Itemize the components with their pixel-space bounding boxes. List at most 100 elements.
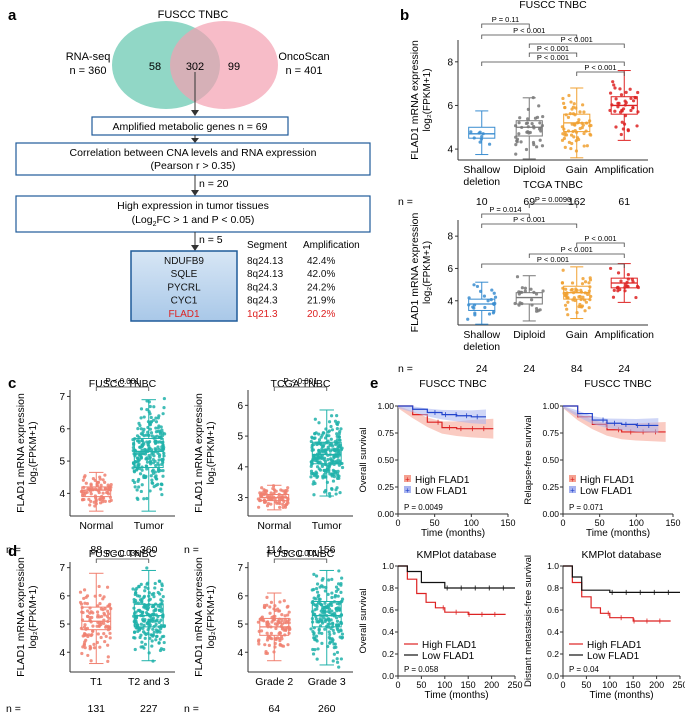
data-point — [280, 637, 284, 641]
data-point — [334, 589, 339, 593]
y-axis-label-unit: log₂(FPKM+1) — [422, 241, 433, 304]
data-point — [283, 614, 287, 618]
data-point — [95, 484, 99, 488]
data-point — [620, 120, 624, 124]
data-point — [478, 130, 482, 134]
data-point — [623, 103, 627, 107]
data-point — [311, 610, 315, 614]
data-point — [330, 577, 334, 581]
data-point — [152, 624, 156, 629]
data-point — [277, 495, 281, 499]
data-point — [314, 473, 318, 477]
data-point — [337, 569, 341, 573]
data-point — [133, 485, 137, 489]
data-point — [634, 96, 638, 100]
data-point — [328, 494, 332, 498]
data-point — [520, 286, 524, 290]
data-point — [334, 616, 339, 620]
data-point — [321, 585, 325, 589]
data-point — [566, 129, 571, 133]
data-point — [323, 436, 328, 440]
y-tick-label: 0.75 — [377, 428, 394, 438]
data-point — [335, 626, 339, 630]
data-point — [155, 634, 159, 638]
data-point — [589, 294, 593, 299]
significance-bracket — [528, 203, 578, 208]
survival-curve — [563, 565, 671, 622]
data-point — [146, 425, 150, 430]
data-point — [91, 624, 95, 628]
data-point — [318, 619, 322, 623]
data-point — [272, 618, 276, 622]
data-point — [332, 631, 336, 635]
data-point — [328, 641, 332, 645]
data-point — [325, 480, 329, 484]
data-point — [315, 465, 320, 469]
data-point — [137, 462, 141, 466]
x-tick-label: 150 — [500, 518, 515, 528]
p-value-label: P = 0.0049 — [404, 503, 443, 512]
data-point — [332, 652, 336, 656]
data-point — [492, 291, 496, 295]
data-point — [335, 438, 339, 442]
category-label: T2 and 3 — [128, 676, 170, 688]
y-tick-label: 4 — [59, 489, 65, 500]
data-point — [157, 620, 161, 625]
data-point — [269, 625, 273, 629]
n-value: 24 — [618, 363, 630, 375]
category-label: Tumor — [312, 520, 342, 532]
category-label: Normal — [79, 520, 113, 532]
data-point — [156, 445, 160, 449]
data-point — [317, 421, 321, 425]
data-point — [588, 119, 592, 123]
data-point — [155, 477, 159, 481]
data-point — [534, 292, 539, 296]
y-tick-label: 5 — [59, 620, 65, 631]
y-tick-label: 0.8 — [382, 583, 394, 593]
data-point — [573, 113, 577, 117]
category-label: Diploid — [513, 164, 545, 176]
data-point — [137, 421, 141, 425]
data-point — [319, 443, 323, 447]
data-point — [139, 582, 143, 586]
table-header-amplification: Amplification — [303, 240, 360, 251]
data-point — [157, 447, 161, 452]
data-point — [471, 305, 475, 309]
data-point — [312, 631, 316, 635]
step2-line2: (Pearson r > 0.35) — [151, 160, 236, 172]
data-point — [147, 594, 151, 598]
data-point — [139, 489, 143, 494]
data-point — [83, 601, 87, 605]
data-point — [136, 479, 140, 484]
y-tick-label: 0.2 — [382, 649, 394, 659]
data-point — [286, 613, 290, 617]
data-point — [92, 642, 96, 646]
data-point — [340, 446, 344, 450]
data-point — [269, 491, 273, 495]
data-point — [274, 626, 278, 631]
data-point — [520, 125, 524, 130]
data-point — [154, 474, 158, 478]
data-point — [327, 429, 332, 433]
data-point — [145, 612, 149, 616]
data-point — [335, 432, 339, 436]
data-point — [160, 492, 164, 497]
data-point — [316, 442, 321, 446]
data-point — [277, 499, 282, 503]
gene-amplification: 20.2% — [307, 309, 335, 320]
data-point — [142, 646, 146, 650]
data-point — [281, 502, 285, 507]
data-point — [272, 650, 276, 654]
data-point — [541, 289, 545, 293]
data-point — [312, 602, 316, 606]
data-point — [335, 619, 340, 623]
y-tick-label: 0.6 — [382, 605, 394, 615]
data-point — [96, 613, 100, 617]
data-point — [157, 625, 161, 629]
data-point — [315, 452, 320, 456]
y-tick-label: 0.0 — [547, 671, 559, 681]
data-point — [340, 597, 345, 601]
data-point — [83, 646, 87, 650]
data-point — [616, 105, 620, 109]
data-point — [106, 492, 111, 496]
